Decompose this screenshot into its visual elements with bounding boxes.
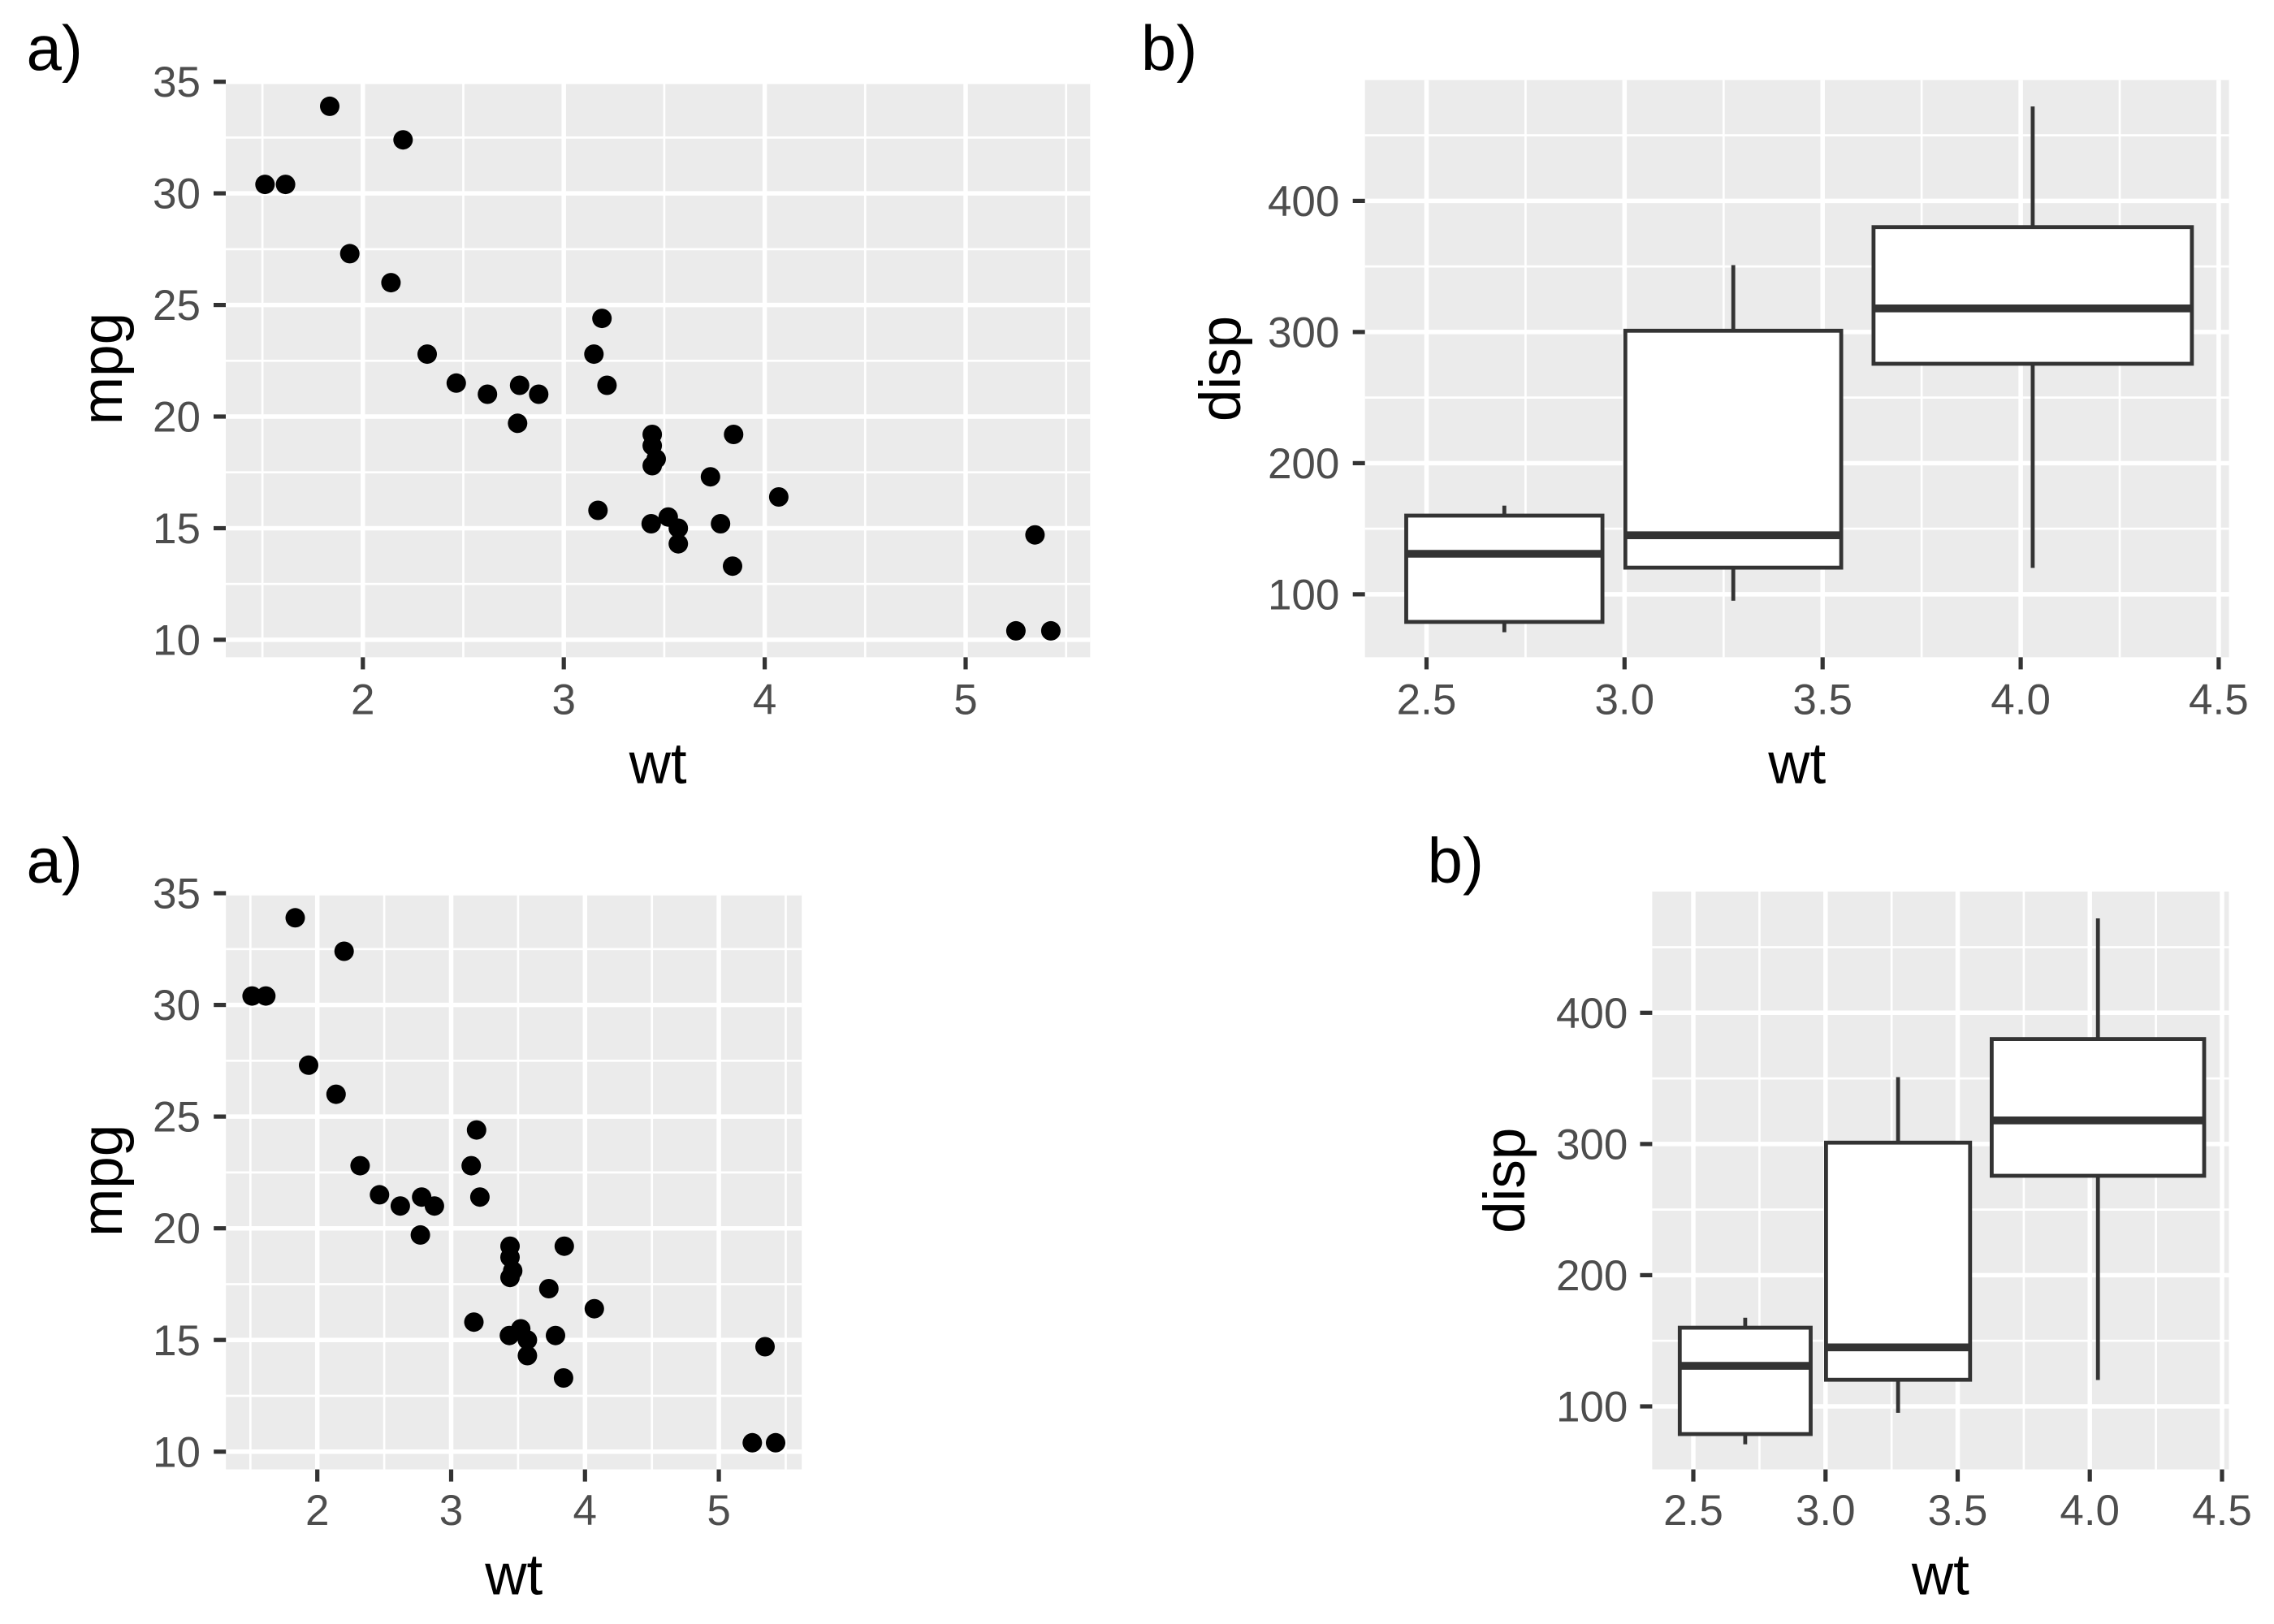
svg-text:5: 5 xyxy=(953,676,977,723)
svg-text:35: 35 xyxy=(153,870,201,918)
svg-text:30: 30 xyxy=(153,982,201,1030)
svg-text:3.0: 3.0 xyxy=(1796,1487,1856,1535)
svg-text:2.5: 2.5 xyxy=(1663,1487,1723,1535)
svg-text:300: 300 xyxy=(1556,1121,1628,1168)
svg-text:200: 200 xyxy=(1268,440,1339,488)
svg-text:wt: wt xyxy=(1911,1544,1969,1608)
svg-text:100: 100 xyxy=(1556,1384,1628,1432)
svg-text:30: 30 xyxy=(153,171,201,218)
svg-text:4.5: 4.5 xyxy=(2189,676,2249,723)
svg-text:wt: wt xyxy=(1767,732,1826,797)
svg-text:3.0: 3.0 xyxy=(1594,676,1654,723)
svg-text:2.5: 2.5 xyxy=(1397,676,1457,723)
svg-text:300: 300 xyxy=(1268,309,1339,356)
svg-text:100: 100 xyxy=(1268,571,1339,619)
svg-text:15: 15 xyxy=(153,1317,201,1365)
svg-text:3.5: 3.5 xyxy=(1928,1487,1988,1535)
svg-text:4.0: 4.0 xyxy=(2060,1487,2120,1535)
svg-text:400: 400 xyxy=(1268,178,1339,226)
svg-text:4.5: 4.5 xyxy=(2192,1487,2252,1535)
svg-text:b): b) xyxy=(1428,824,1484,896)
svg-text:20: 20 xyxy=(153,394,201,442)
svg-text:wt: wt xyxy=(629,732,687,797)
svg-text:3: 3 xyxy=(551,676,575,723)
svg-text:mpg: mpg xyxy=(71,313,135,425)
svg-text:mpg: mpg xyxy=(71,1125,135,1237)
svg-text:400: 400 xyxy=(1556,990,1628,1038)
svg-text:25: 25 xyxy=(153,282,201,330)
svg-text:5: 5 xyxy=(707,1487,730,1535)
svg-text:4: 4 xyxy=(573,1487,597,1535)
svg-text:a): a) xyxy=(27,12,83,84)
svg-text:disp: disp xyxy=(1473,1128,1537,1233)
svg-text:b): b) xyxy=(1141,12,1197,84)
svg-text:3: 3 xyxy=(439,1487,463,1535)
svg-text:20: 20 xyxy=(153,1205,201,1253)
svg-text:25: 25 xyxy=(153,1094,201,1142)
svg-text:35: 35 xyxy=(153,58,201,106)
svg-text:15: 15 xyxy=(153,505,201,553)
svg-text:2: 2 xyxy=(305,1487,329,1535)
svg-text:3.5: 3.5 xyxy=(1792,676,1852,723)
svg-text:disp: disp xyxy=(1189,316,1253,421)
svg-text:10: 10 xyxy=(153,1428,201,1476)
svg-text:200: 200 xyxy=(1556,1252,1628,1300)
svg-text:wt: wt xyxy=(484,1544,543,1608)
svg-text:10: 10 xyxy=(153,616,201,664)
svg-text:4.0: 4.0 xyxy=(1991,676,2051,723)
svg-text:4: 4 xyxy=(753,676,776,723)
svg-text:a): a) xyxy=(27,824,83,896)
svg-text:2: 2 xyxy=(351,676,374,723)
